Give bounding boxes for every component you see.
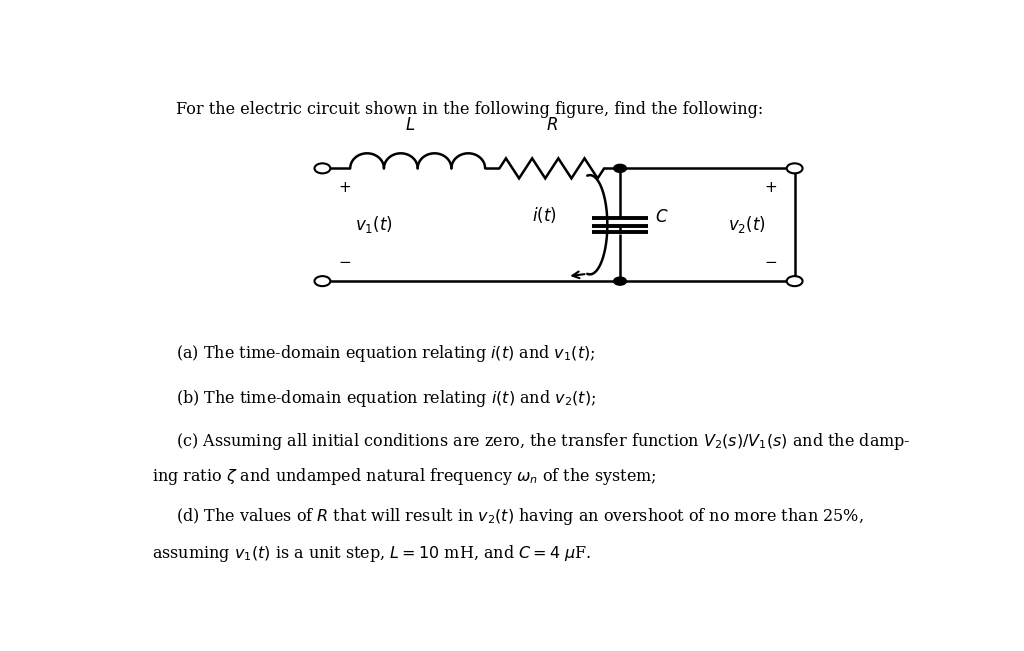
- Text: $v_1(t)$: $v_1(t)$: [355, 214, 393, 235]
- Circle shape: [314, 276, 331, 286]
- Text: ing ratio $\zeta$ and undamped natural frequency $\omega_n$ of the system;: ing ratio $\zeta$ and undamped natural f…: [152, 465, 656, 487]
- Circle shape: [613, 164, 627, 173]
- Text: $+$: $+$: [764, 182, 777, 195]
- Text: (a) The time-domain equation relating $i(t)$ and $v_1(t)$;: (a) The time-domain equation relating $i…: [176, 343, 595, 364]
- Text: $-$: $-$: [338, 254, 351, 268]
- Text: $-$: $-$: [764, 254, 777, 268]
- Text: $+$: $+$: [338, 182, 351, 195]
- Circle shape: [314, 163, 331, 173]
- Text: assuming $v_1(t)$ is a unit step, $L = 10$ mH, and $C = 4~\mu$F.: assuming $v_1(t)$ is a unit step, $L = 1…: [152, 544, 591, 564]
- Circle shape: [786, 163, 803, 173]
- Circle shape: [786, 276, 803, 286]
- Text: $i(t)$: $i(t)$: [532, 204, 557, 225]
- Text: For the electric circuit shown in the following figure, find the following:: For the electric circuit shown in the fo…: [176, 101, 763, 118]
- Text: $R$: $R$: [546, 117, 558, 134]
- Text: (b) The time-domain equation relating $i(t)$ and $v_2(t)$;: (b) The time-domain equation relating $i…: [176, 388, 596, 409]
- Text: (c) Assuming all initial conditions are zero, the transfer function $V_2(s)/V_1(: (c) Assuming all initial conditions are …: [176, 430, 910, 452]
- Text: $v_2(t)$: $v_2(t)$: [728, 214, 766, 235]
- Circle shape: [613, 277, 627, 285]
- Text: (d) The values of $R$ that will result in $v_2(t)$ having an overshoot of no mor: (d) The values of $R$ that will result i…: [176, 506, 863, 527]
- Text: $L$: $L$: [404, 117, 415, 134]
- Text: $C$: $C$: [654, 209, 668, 226]
